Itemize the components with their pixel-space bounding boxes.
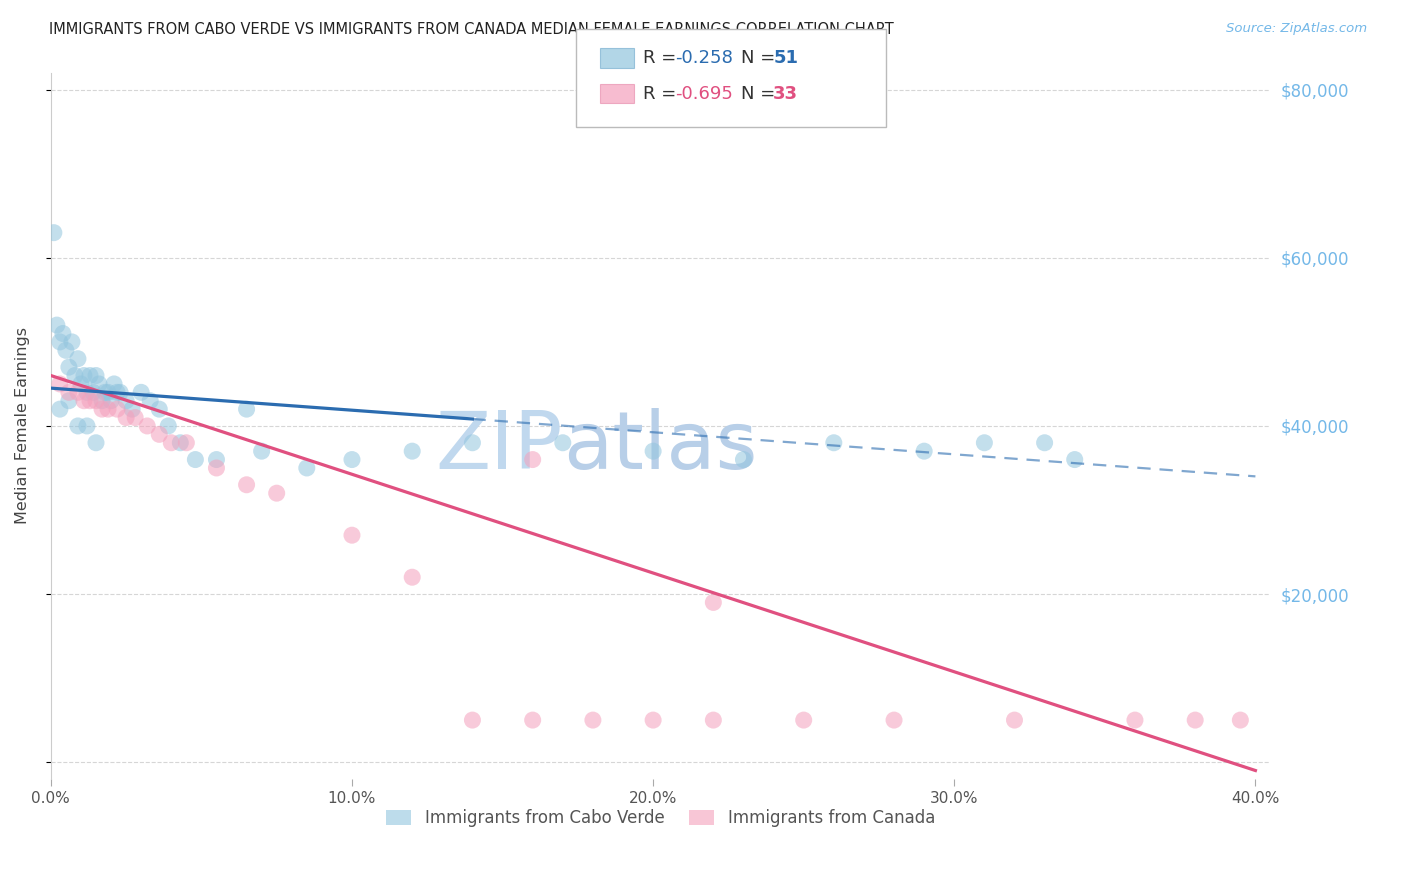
Text: R =: R =: [643, 85, 682, 103]
Text: IMMIGRANTS FROM CABO VERDE VS IMMIGRANTS FROM CANADA MEDIAN FEMALE EARNINGS CORR: IMMIGRANTS FROM CABO VERDE VS IMMIGRANTS…: [49, 22, 894, 37]
Point: [169, 435, 191, 450]
Point: [52, 326, 75, 341]
Point: [1033, 435, 1056, 450]
Point: [73, 393, 96, 408]
Point: [733, 452, 755, 467]
Text: ZIP: ZIP: [436, 409, 562, 486]
Point: [76, 385, 98, 400]
Point: [91, 393, 114, 408]
Point: [55, 343, 77, 358]
Point: [97, 402, 120, 417]
Point: [823, 435, 845, 450]
Point: [702, 595, 724, 609]
Point: [1184, 713, 1206, 727]
Point: [84, 368, 107, 383]
Text: N =: N =: [741, 85, 780, 103]
Point: [582, 713, 605, 727]
Point: [45, 318, 67, 332]
Point: [84, 393, 107, 408]
Y-axis label: Median Female Earnings: Median Female Earnings: [15, 327, 30, 524]
Point: [60, 334, 83, 349]
Point: [79, 393, 101, 408]
Point: [70, 376, 93, 391]
Point: [105, 402, 128, 417]
Point: [1229, 713, 1251, 727]
Point: [401, 444, 423, 458]
Point: [49, 376, 72, 391]
Point: [461, 435, 484, 450]
Text: -0.695: -0.695: [675, 85, 733, 103]
Point: [1063, 452, 1085, 467]
Text: 51: 51: [773, 49, 799, 67]
Point: [58, 360, 80, 375]
Point: [58, 385, 80, 400]
Point: [157, 419, 180, 434]
Point: [401, 570, 423, 584]
Point: [148, 402, 170, 417]
Point: [91, 402, 114, 417]
Point: [793, 713, 815, 727]
Point: [184, 452, 207, 467]
Text: R =: R =: [643, 49, 682, 67]
Text: -0.258: -0.258: [675, 49, 733, 67]
Point: [124, 410, 146, 425]
Point: [121, 402, 143, 417]
Point: [108, 385, 131, 400]
Point: [522, 452, 544, 467]
Point: [551, 435, 574, 450]
Point: [340, 528, 363, 542]
Point: [103, 376, 125, 391]
Point: [115, 393, 138, 408]
Point: [100, 393, 122, 408]
Legend: Immigrants from Cabo Verde, Immigrants from Canada: Immigrants from Cabo Verde, Immigrants f…: [380, 803, 942, 834]
Point: [84, 435, 107, 450]
Point: [643, 713, 665, 727]
Point: [235, 477, 257, 491]
Point: [79, 368, 101, 383]
Point: [115, 410, 138, 425]
Point: [912, 444, 935, 458]
Point: [250, 444, 273, 458]
Point: [461, 713, 484, 727]
Text: N =: N =: [741, 49, 780, 67]
Point: [105, 385, 128, 400]
Point: [73, 368, 96, 383]
Point: [58, 393, 80, 408]
Point: [97, 385, 120, 400]
Point: [66, 419, 89, 434]
Point: [66, 351, 89, 366]
Text: Source: ZipAtlas.com: Source: ZipAtlas.com: [1226, 22, 1367, 36]
Text: atlas: atlas: [562, 409, 758, 486]
Text: 33: 33: [773, 85, 799, 103]
Point: [148, 427, 170, 442]
Point: [160, 435, 183, 450]
Point: [49, 402, 72, 417]
Point: [94, 385, 117, 400]
Point: [139, 393, 162, 408]
Point: [205, 452, 228, 467]
Point: [973, 435, 995, 450]
Point: [340, 452, 363, 467]
Point: [129, 385, 152, 400]
Point: [1004, 713, 1026, 727]
Point: [42, 226, 65, 240]
Point: [49, 334, 72, 349]
Point: [235, 402, 257, 417]
Point: [63, 368, 86, 383]
Point: [176, 435, 198, 450]
Point: [883, 713, 905, 727]
Point: [522, 713, 544, 727]
Point: [66, 385, 89, 400]
Point: [205, 461, 228, 475]
Point: [82, 385, 104, 400]
Point: [702, 713, 724, 727]
Point: [266, 486, 288, 500]
Point: [76, 419, 98, 434]
Point: [1123, 713, 1146, 727]
Point: [643, 444, 665, 458]
Point: [136, 419, 159, 434]
Point: [87, 376, 110, 391]
Point: [295, 461, 318, 475]
